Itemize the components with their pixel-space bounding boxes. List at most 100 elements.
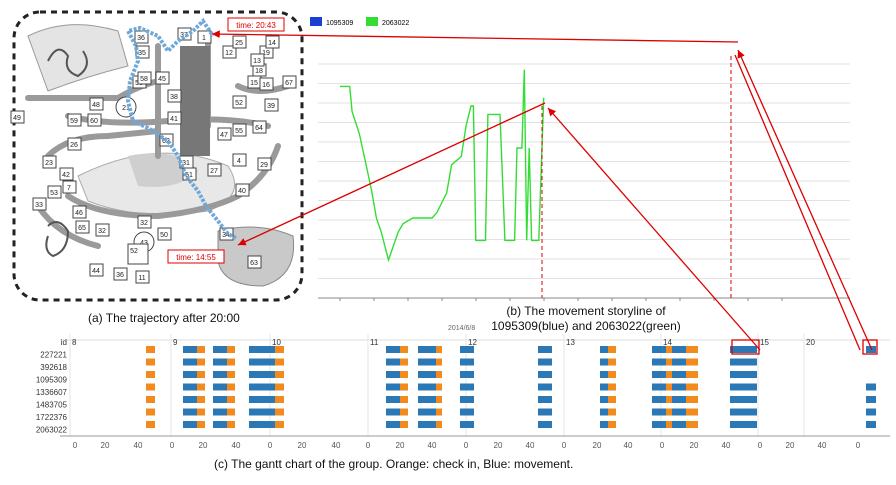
map-block: [87, 113, 102, 127]
map-block: [250, 53, 265, 67]
gantt-tick-label: 20: [690, 441, 699, 450]
map-block: [135, 270, 150, 284]
gantt-checkin-bar: [400, 396, 408, 403]
gantt-movement-bar: [672, 371, 686, 378]
gantt-movement-bar: [866, 383, 876, 391]
map-block-label: 33: [35, 202, 43, 209]
gantt-id-label: 2063022: [36, 426, 68, 435]
storyline-grid: [318, 63, 850, 301]
gantt-movement-bar: [183, 396, 197, 403]
gantt-movement-bar: [600, 346, 608, 353]
gantt-checkin-bar: [146, 358, 155, 366]
map-block: [247, 255, 262, 269]
gantt-movement-bar: [600, 396, 608, 403]
gantt-checkin-bar: [146, 421, 155, 428]
map-block: [137, 71, 152, 85]
gantt-checkin-bar: [608, 383, 616, 391]
gantt-checkin-bar: [436, 421, 442, 428]
gantt-tick-label: 40: [624, 441, 633, 450]
gantt-tick-label: 40: [232, 441, 241, 450]
gantt-tick-label: 0: [73, 441, 78, 450]
gantt-tick-label: 20: [593, 441, 602, 450]
gantt-tick-label: 40: [818, 441, 827, 450]
gantt-movement-bar: [460, 408, 474, 416]
gantt-checkin-bar: [227, 371, 235, 378]
map-block: [32, 197, 47, 211]
map-block-label: 16: [262, 82, 270, 89]
park-boundary: [12, 10, 304, 302]
time-end-label: time: 20:43: [236, 21, 276, 30]
gantt-movement-bar: [730, 346, 757, 353]
map-block-label: 40: [238, 188, 246, 195]
map-block: [115, 96, 137, 118]
map-block-label: 41: [170, 116, 178, 123]
gantt-checkin-bar: [436, 383, 442, 391]
map-block: [217, 127, 232, 141]
map-block: [259, 77, 274, 91]
map-block-label: 11: [138, 275, 145, 282]
gantt-checkin-bar: [146, 396, 155, 403]
map-block-label: 31: [182, 160, 190, 167]
gantt-checkin-bar: [400, 383, 408, 391]
gantt-checkin-bar: [690, 371, 698, 378]
paths: [45, 48, 88, 258]
map-block-label: 26: [70, 142, 78, 149]
gantt-checkin-bar: [400, 408, 408, 416]
gantt-movement-bar: [213, 408, 227, 416]
map-block-label: 27: [210, 168, 218, 175]
gantt-checkin-bar: [275, 383, 284, 391]
gantt-checkin-bar: [608, 408, 616, 416]
gantt-checkin-bar: [275, 421, 284, 428]
gantt-movement-bar: [386, 421, 400, 428]
gantt-movement-bar: [672, 408, 686, 416]
map-block-label: 12: [225, 50, 233, 57]
gantt-checkin-bar: [690, 396, 698, 403]
gantt-movement-bar: [460, 383, 474, 391]
caption-b-line1: (b) The movement storyline of: [506, 304, 666, 318]
map-block-label: 63: [250, 260, 258, 267]
gantt-id-label: 1483705: [36, 401, 68, 410]
park-trajectory-map: 37 32 12 19 18 15 16 67 13 14 39 45 38 41 47 52 55 64 48 21…: [8, 6, 308, 306]
gantt-checkin-bar: [608, 371, 616, 378]
map-block: [75, 220, 90, 234]
gantt-movement-bar: [386, 396, 400, 403]
map-block: [95, 223, 110, 237]
gantt-checkin-bar: [666, 383, 672, 391]
movement-storyline: 1095309 2063022: [310, 6, 896, 324]
gantt-movement-bar: [386, 371, 400, 378]
gantt-tick-label: 40: [134, 441, 143, 450]
time-start-label: time: 14:55: [176, 253, 216, 262]
storyline-canvas: 1095309 2063022: [310, 17, 850, 301]
map-block: [67, 137, 82, 151]
gantt-movement-bar: [652, 421, 666, 428]
legend-swatch-blue: [310, 17, 322, 26]
gantt-movement-bar: [418, 358, 436, 366]
gantt-checkin-bar: [666, 408, 672, 416]
map-block-label: 50: [160, 232, 168, 239]
gantt-movement-bar: [672, 383, 686, 391]
map-block: [134, 30, 149, 44]
gantt-movement-bar: [730, 383, 757, 391]
map-block-label: 18: [255, 68, 263, 75]
time-start-box: [167, 249, 225, 264]
gantt-checkin-bar: [275, 346, 284, 353]
map-block-label: 45: [158, 76, 166, 83]
map-block-label: 38: [170, 94, 178, 101]
gantt-checkin-bar: [686, 396, 692, 403]
gantt-checkin-bar: [666, 346, 672, 353]
map-block: [62, 180, 77, 194]
gantt-movement-bar: [652, 346, 666, 353]
legend-label-blue: 1095309: [326, 20, 353, 27]
gantt-movement-bar: [672, 396, 686, 403]
map-block-label: 1: [202, 35, 206, 42]
gantt-tick-label: 40: [722, 441, 731, 450]
gantt-movement-bar: [652, 408, 666, 416]
gantt-checkin-bar: [400, 371, 408, 378]
gantt-movement-bar: [652, 396, 666, 403]
trajectory-path: [125, 17, 237, 240]
map-block-label: 42: [62, 172, 70, 179]
gantt-hour-label: 12: [468, 338, 477, 347]
gantt-movement-bar: [183, 371, 197, 378]
gantt-movement-bar: [386, 358, 400, 366]
gantt-checkin-bar: [690, 383, 698, 391]
